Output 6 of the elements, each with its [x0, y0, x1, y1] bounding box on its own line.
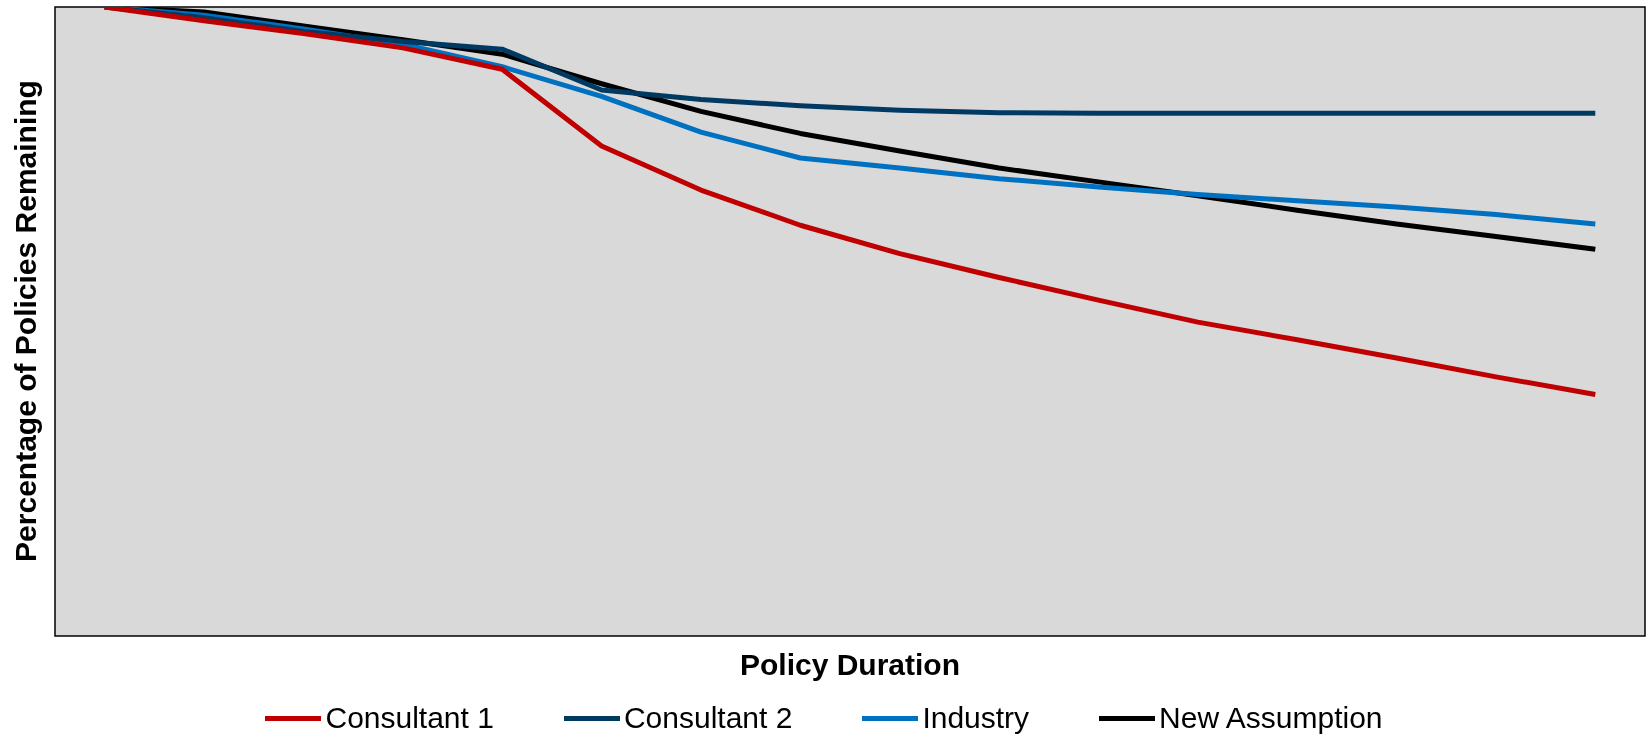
legend-label: Consultant 2: [623, 701, 793, 735]
legend-label: Industry: [922, 701, 1030, 735]
y-axis-title: Percentage of Policies Remaining: [9, 80, 43, 562]
legend-label: New Assumption: [1159, 701, 1383, 735]
x-axis-title: Policy Duration: [738, 648, 961, 682]
legend-label: Consultant 1: [325, 701, 494, 735]
